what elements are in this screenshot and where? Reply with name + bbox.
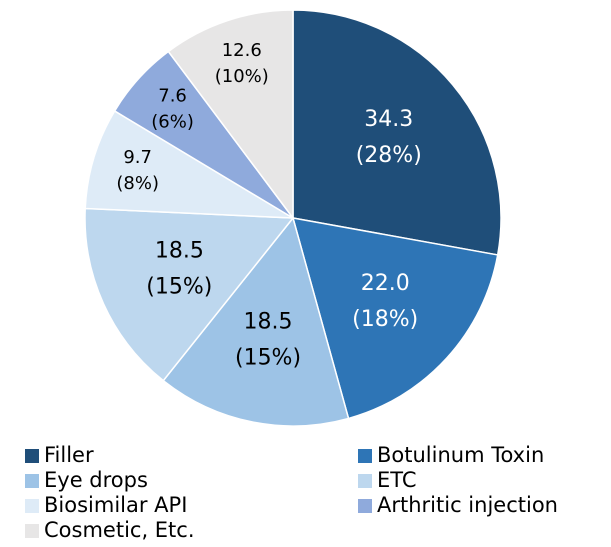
value-label: 7.6 (158, 85, 187, 106)
pie-slice (292, 9, 502, 256)
percent-label: (15%) (235, 345, 301, 370)
value-label: 9.7 (123, 147, 152, 168)
value-label: 18.5 (244, 309, 293, 334)
value-label: 22.0 (361, 271, 410, 296)
percent-label: (10%) (215, 66, 269, 87)
legend-label: Arthritic injection (377, 493, 558, 517)
legend-swatch (25, 499, 39, 513)
percent-label: (6%) (151, 111, 194, 132)
value-label: 12.6 (222, 40, 262, 61)
percent-label: (18%) (352, 307, 418, 332)
legend-swatch (25, 449, 39, 463)
legend-swatch (25, 474, 39, 488)
pie-slice (84, 109, 294, 219)
legend-swatch (358, 499, 372, 513)
pie-slice (167, 9, 294, 221)
percent-label: (15%) (146, 275, 212, 300)
value-label: 34.3 (364, 107, 413, 132)
legend-label: Botulinum Toxin (377, 443, 544, 467)
percent-label: (28%) (356, 143, 422, 168)
legend-label: Biosimilar API (44, 493, 187, 517)
pie-slice (291, 217, 499, 420)
value-label: 18.5 (155, 239, 204, 264)
legend-swatch (25, 524, 39, 538)
legend-swatch (358, 474, 372, 488)
pie-slice (162, 216, 350, 427)
percent-label: (8%) (116, 173, 159, 194)
legend-label: Eye drops (44, 468, 148, 492)
legend-label: Cosmetic, Etc. (44, 518, 195, 542)
legend-label: Filler (44, 443, 94, 467)
legend-swatch (358, 449, 372, 463)
pie-slice (84, 207, 295, 382)
legend-label: ETC (377, 468, 417, 492)
